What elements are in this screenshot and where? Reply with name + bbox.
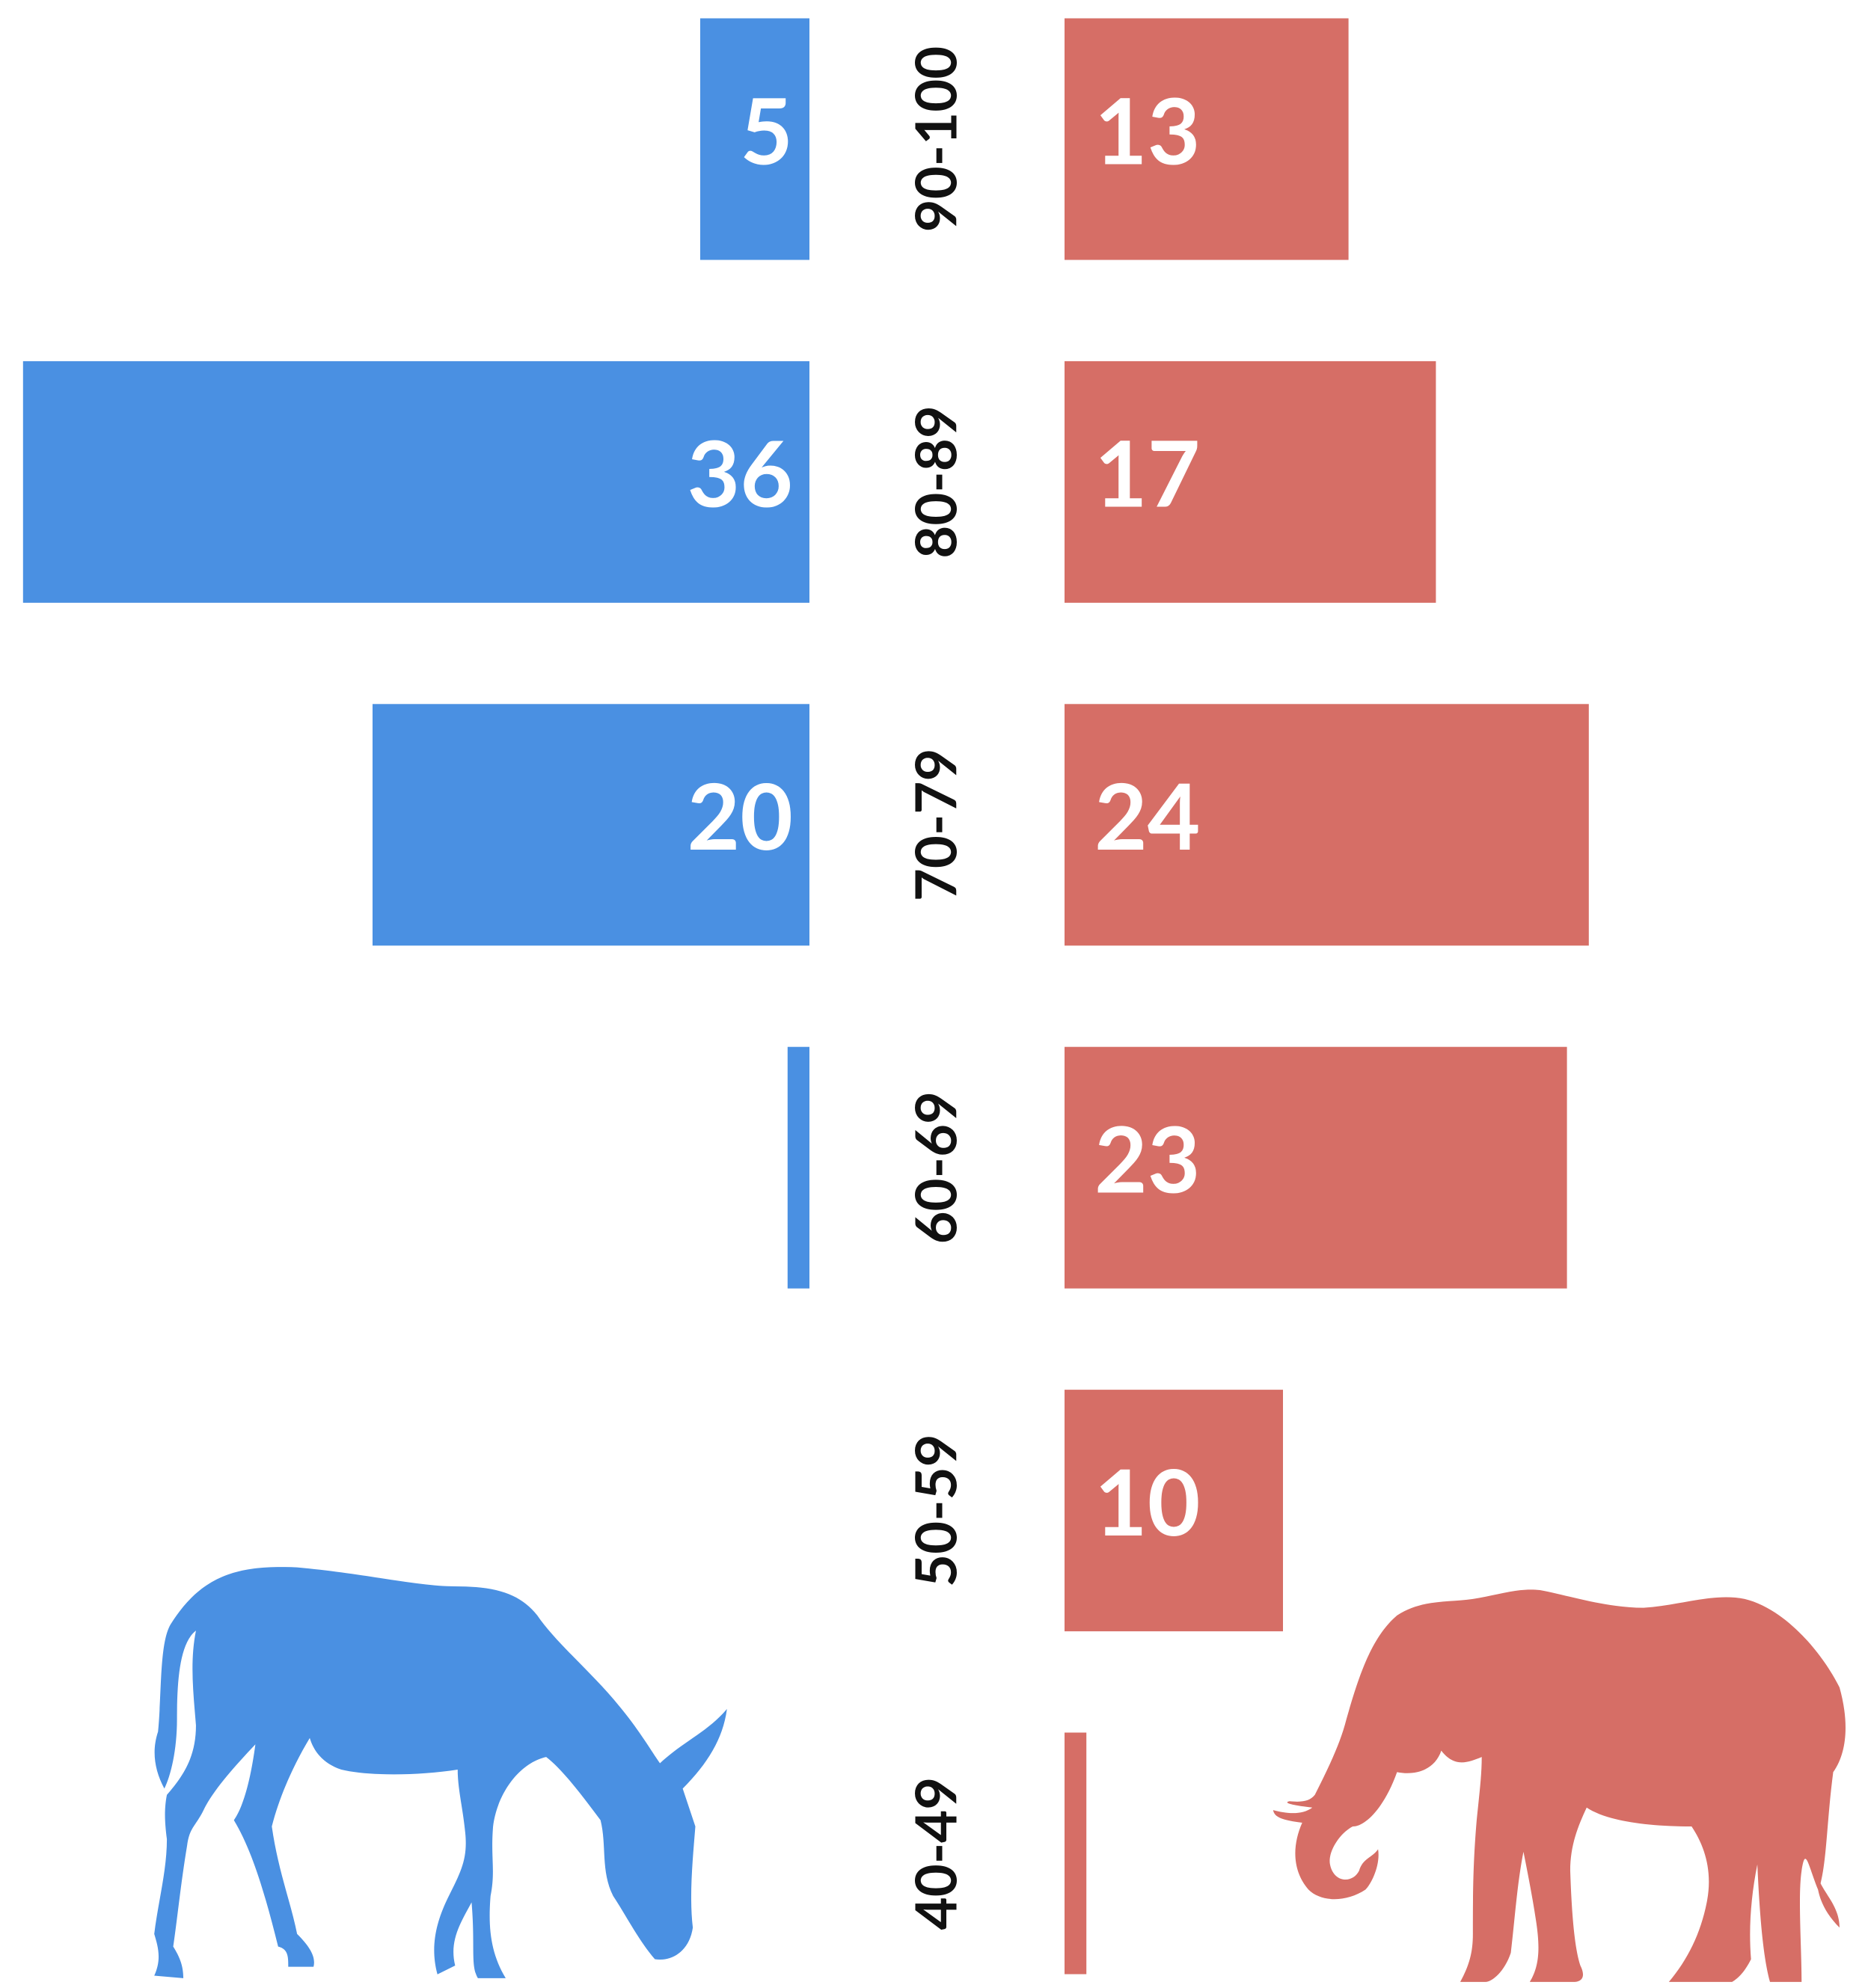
bar	[373, 704, 809, 946]
elephant-icon	[1273, 1589, 1846, 1982]
bar	[1065, 1732, 1087, 1975]
bar	[1065, 1390, 1283, 1632]
bar	[1065, 18, 1349, 260]
value-label: 13	[1094, 74, 1201, 183]
value-label: 10	[1094, 1446, 1201, 1555]
value-label: 17	[1094, 417, 1201, 527]
bar	[1065, 1046, 1567, 1289]
category-label: 40-49	[901, 1777, 970, 1930]
bar	[1065, 704, 1589, 946]
value-label: 23	[1094, 1102, 1201, 1212]
bar	[700, 18, 809, 260]
category-label: 70-79	[901, 748, 970, 901]
category-label: 50-59	[901, 1434, 970, 1587]
category-label: 90-100	[901, 46, 970, 233]
value-label: 36	[687, 417, 793, 527]
value-label: 20	[687, 760, 793, 869]
bar	[1065, 361, 1436, 603]
bar	[787, 1046, 809, 1289]
value-label: 24	[1094, 760, 1201, 869]
category-label: 80-89	[901, 405, 970, 559]
value-label: 5	[740, 74, 793, 183]
donkey-icon	[154, 1567, 727, 1978]
category-label: 60-69	[901, 1091, 970, 1245]
bar	[22, 361, 809, 603]
